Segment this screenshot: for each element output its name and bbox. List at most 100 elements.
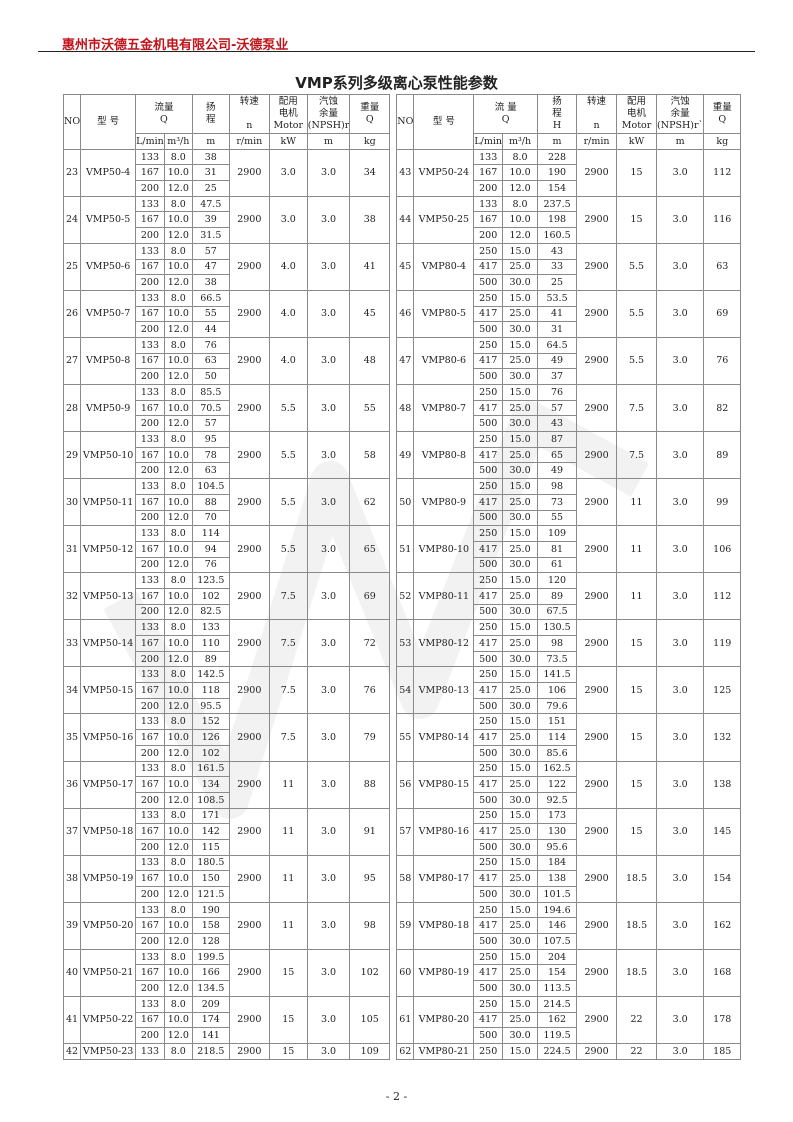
flow-lmin: 250: [473, 666, 504, 684]
head-m: 109: [537, 525, 578, 542]
speed-rmin: 2900: [576, 431, 618, 480]
head-m: 141.5: [537, 666, 578, 684]
pump-model: VMP80-19: [413, 948, 475, 997]
head-m: 102: [191, 744, 230, 762]
flow-m3h: 12.0: [163, 556, 193, 574]
flow-lmin: 417: [473, 635, 504, 652]
flow-lmin: 250: [473, 760, 504, 778]
pump-model: VMP50-8: [80, 336, 137, 386]
pump-number: 48: [396, 383, 415, 433]
model-header: 型 号: [413, 94, 475, 150]
speed-rmin: 2900: [228, 807, 270, 856]
pump-number: 58: [396, 854, 415, 903]
head-m: 141: [191, 1027, 230, 1044]
head-m: 228: [537, 148, 578, 166]
head-m: 158: [191, 917, 230, 935]
flow-m3h: 10.0: [163, 587, 193, 605]
flow-m3h: 10.0: [163, 305, 193, 323]
weight-kg: 102: [349, 948, 391, 997]
flow-m3h: 8.0: [163, 289, 193, 307]
pump-number: 60: [396, 948, 415, 997]
head-m: 50: [191, 368, 230, 385]
weight-kg: 82: [703, 383, 742, 433]
model-header: 型 号: [80, 94, 137, 150]
table-row: 41 VMP50-22 133 8.0 209 2900 15 3.0 105 61 VMP80-2…: [62, 995, 742, 1044]
pump-number: 57: [396, 807, 415, 856]
head-m: 190: [191, 901, 230, 919]
flow-lmin: 133: [135, 901, 165, 919]
head-m: 57: [191, 415, 230, 433]
pump-number: 50: [396, 478, 415, 527]
flow-m3h: 25.0: [502, 917, 539, 935]
speed-rmin: 2900: [228, 195, 270, 244]
head-m: 76: [191, 336, 230, 354]
pump-model: VMP50-24: [413, 148, 475, 197]
head-m: 33: [537, 258, 578, 276]
head-m: 138: [537, 870, 578, 887]
table-row: 167 10.0 110 417 25.0 98: [64, 635, 741, 652]
motor-kw: 11: [268, 807, 308, 856]
motor-header: 配用 电机 Motor: [268, 94, 308, 134]
head-m: 70: [191, 509, 230, 527]
unit-m: m: [191, 133, 230, 150]
weight-kg: 62: [349, 478, 391, 527]
weight-kg: 45: [349, 289, 391, 338]
pump-number: 32: [62, 572, 82, 621]
npsh-m: 3.0: [306, 995, 351, 1044]
head-m: 120: [537, 572, 578, 589]
flow-m3h: 30.0: [502, 791, 539, 809]
table-row: 23 VMP50-4 133 8.0 38 2900 3.0 3.0 34 43 VMP50-24 1…: [62, 148, 742, 1060]
speed-rmin: 2900: [576, 195, 618, 244]
motor-kw: 15: [268, 948, 308, 997]
head-m: 128: [191, 933, 230, 950]
pump-model: VMP80-12: [413, 619, 475, 668]
pump-number: 27: [62, 336, 82, 386]
flow-m3h: 8.0: [502, 148, 539, 166]
motor-kw: 11: [616, 525, 658, 574]
flow-m3h: 12.0: [163, 1027, 193, 1044]
flow-m3h: 12.0: [502, 227, 539, 244]
flow-m3h: 30.0: [502, 744, 539, 762]
flow-m3h: 30.0: [502, 462, 539, 480]
pump-model: VMP50-13: [80, 572, 137, 621]
motor-kw: 15: [616, 713, 658, 762]
flow-lmin: 200: [135, 274, 165, 291]
pump-model: VMP80-4: [413, 242, 475, 291]
table-row: 167 10.0 70.5 417 25.0 57: [64, 399, 741, 417]
npsh-m: 3.0: [656, 148, 705, 197]
table-row: 31 VMP50-12 133 8.0 114 2900 5.5 3.0 65 51 VMP80-1…: [62, 525, 742, 574]
head-m: 70.5: [191, 399, 230, 417]
weight-kg: 48: [349, 336, 391, 386]
head-m: 25: [537, 274, 578, 291]
flow-m3h: 8.0: [163, 525, 193, 542]
flow-m3h: 15.0: [502, 995, 539, 1013]
unit-kw: kW: [268, 133, 308, 150]
flow-m3h: 15.0: [502, 525, 539, 542]
speed-rmin: 2900: [576, 854, 618, 903]
weight-kg: 125: [703, 666, 742, 715]
flow-m3h: 12.0: [163, 603, 193, 621]
flow-m3h: 15.0: [502, 854, 539, 872]
weight-kg: 162: [703, 901, 742, 950]
flow-m3h: 10.0: [163, 164, 193, 182]
flow-lmin: 417: [473, 870, 504, 887]
flow-lmin: 417: [473, 823, 504, 840]
npsh-m: 3.0: [306, 383, 351, 433]
flow-lmin: 200: [135, 227, 165, 244]
weight-kg: 69: [349, 572, 391, 621]
flow-m3h: 15.0: [502, 431, 539, 448]
flow-m3h: 10.0: [163, 1011, 193, 1029]
head-m: 43: [537, 242, 578, 260]
motor-kw: 15: [268, 995, 308, 1044]
flow-m3h: 8.0: [163, 666, 193, 684]
flow-lmin: 250: [473, 854, 504, 872]
flow-m3h: 12.0: [163, 933, 193, 950]
table-row: 167 10.0 88 417 25.0 73: [64, 493, 741, 511]
flow-lmin: 167: [135, 446, 165, 464]
npsh-m: 3.0: [306, 948, 351, 997]
pump-number: 25: [62, 242, 82, 291]
pump-model: VMP50-18: [80, 807, 137, 856]
flow-m3h: 10.0: [163, 917, 193, 935]
npsh-m: 3.0: [306, 619, 351, 668]
unit-rmin: r/min: [228, 133, 270, 150]
